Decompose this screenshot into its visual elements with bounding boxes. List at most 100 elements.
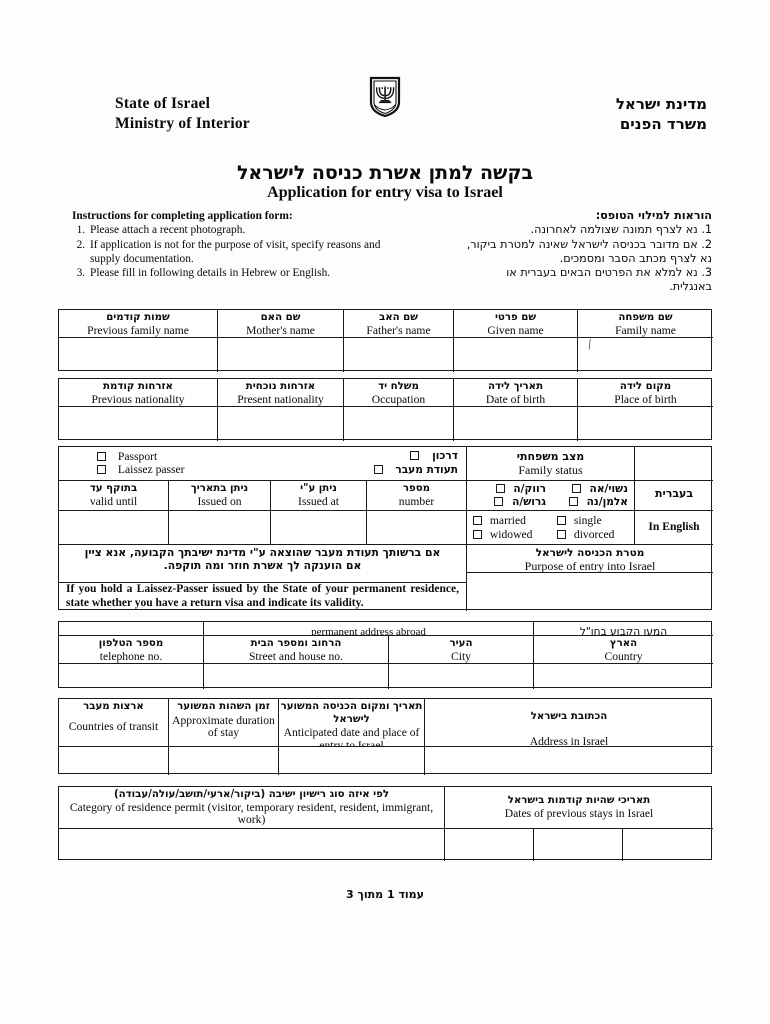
label-en: Anticipated date and place of entry to I…	[283, 726, 420, 747]
instruction-item-he: 1. נא לצרף תמונה שצולמה לאחרונה.	[530, 223, 712, 237]
status-option-married-en[interactable]: married	[473, 514, 526, 527]
place-of-birth-input[interactable]	[577, 407, 713, 441]
label-he: תאריך לידה	[487, 381, 544, 392]
doc-col-header: ניתן ע"י Issued at	[271, 481, 367, 511]
label-he: הרחוב ומספר הבית	[250, 638, 342, 649]
nationality-fields-table: אזרחות קודמת Previous nationality אזרחות…	[58, 378, 713, 441]
given-name-input[interactable]	[453, 338, 577, 372]
status-label-en: married	[489, 514, 526, 527]
occupation-input[interactable]	[343, 407, 453, 441]
status-checkbox-single-en[interactable]	[557, 516, 566, 526]
name-col-header: שמות קודמים Previous family name	[59, 310, 217, 338]
status-checkbox-married-en[interactable]	[473, 516, 482, 526]
address-abroad-banner-english: permanent address abroad	[204, 622, 534, 636]
countries-of-transit-input[interactable]	[59, 747, 169, 775]
address-col-header: מספר הטלפון telephone no.	[59, 636, 204, 664]
label-he: בתוקף עד	[89, 483, 138, 494]
previous-family-name-input[interactable]	[59, 338, 217, 372]
header-state-of-israel-en: State of Israel	[115, 95, 211, 112]
anticipated-entry-input[interactable]	[279, 747, 425, 775]
status-label-he: גרוש/ה	[512, 496, 546, 508]
family-name-input[interactable]: /	[577, 338, 713, 372]
previous-nationality-input[interactable]	[59, 407, 217, 441]
residence-category-input[interactable]	[59, 829, 445, 861]
address-col-header: הארץ Country	[534, 636, 713, 664]
date-of-birth-input[interactable]	[453, 407, 577, 441]
mothers-name-input[interactable]	[217, 338, 343, 372]
instruction-item: Please fill in following details in Hebr…	[88, 266, 402, 280]
label-en: In English	[648, 520, 700, 533]
laissez-passer-note-he: אם ברשותך תעודת מעבר שהוצאה ע"י מדינת יש…	[84, 546, 441, 573]
passport-option[interactable]: Passport	[97, 450, 157, 463]
passport-option-he[interactable]: דרכון	[410, 450, 458, 462]
street-and-house-no-input[interactable]	[204, 664, 389, 689]
previous-stay-input[interactable]	[623, 829, 713, 861]
status-option-divorced-en[interactable]: divorced	[557, 528, 614, 541]
label-he: אזרחות קודמת	[103, 381, 173, 392]
label-en: Father's name	[366, 323, 431, 337]
status-label-en: widowed	[489, 528, 533, 541]
label-he: הכתובת בישראל	[530, 711, 608, 722]
status-option-divorced-he[interactable]: גרוש/ה	[494, 496, 546, 508]
status-checkbox-divorced-en[interactable]	[557, 530, 566, 540]
status-checkbox-married-he[interactable]	[571, 484, 581, 493]
doc-col-header: בתוקף עד valid until	[59, 481, 169, 511]
israel-col-header: זמן השהות המשוער Approximate duration of…	[169, 699, 279, 747]
label-he: בעברית	[654, 487, 694, 500]
status-checkbox-single-he[interactable]	[495, 484, 505, 493]
status-option-widowed-he[interactable]: אלמן/נה	[568, 496, 628, 508]
purpose-of-entry-title: מטרת הכניסה לישראל Purpose of entry into…	[467, 545, 713, 573]
passport-label-he: דרכון	[432, 450, 458, 462]
status-checkbox-widowed-he[interactable]	[568, 497, 578, 506]
duration-of-stay-input[interactable]	[169, 747, 279, 775]
issued-at-input[interactable]	[271, 511, 367, 545]
city-input[interactable]	[389, 664, 534, 689]
passport-label: Passport	[117, 450, 158, 463]
document-number-input[interactable]	[367, 511, 467, 545]
status-checkbox-widowed-en[interactable]	[473, 530, 482, 540]
valid-until-input[interactable]	[59, 511, 169, 545]
address-abroad-banner-spacer	[59, 622, 204, 636]
label-en: Approximate duration of stay	[172, 713, 275, 740]
laissez-passer-option-he[interactable]: תעודת מעבר	[373, 464, 458, 476]
label-he: תאריכי שהיות קודמות בישראל	[507, 795, 651, 806]
status-option-married-he[interactable]: נשוי/אה	[571, 483, 628, 495]
purpose-of-entry-input[interactable]	[467, 573, 713, 611]
passport-checkbox[interactable]	[97, 452, 106, 462]
status-option-widowed-en[interactable]: widowed	[473, 528, 532, 541]
doc-col-header: מספר number	[367, 481, 467, 511]
israel-state-emblem-icon	[368, 76, 402, 118]
banner-en: permanent address abroad	[311, 626, 426, 636]
label-he: לפי איזה סוג רישיון ישיבה (ביקור/ארעי/תו…	[113, 789, 390, 800]
label-he: העיר	[449, 638, 473, 649]
name-col-header: שם משפחה Family name	[577, 310, 713, 338]
instructions-hebrew: הוראות למילוי הטופס: 1. נא לצרף תמונה שצ…	[422, 209, 712, 295]
label-he: שמות קודמים	[106, 312, 170, 323]
address-col-header: העיר City	[389, 636, 534, 664]
telephone-no-input[interactable]	[59, 664, 204, 689]
label-he: שם משפחה	[618, 312, 673, 323]
present-nationality-input[interactable]	[217, 407, 343, 441]
previous-stay-input[interactable]	[534, 829, 623, 861]
laissez-passer-note-en-area: If you hold a Laissez-Passer issued by t…	[59, 583, 467, 611]
passport-checkbox-he[interactable]	[410, 451, 420, 460]
status-option-single-en[interactable]: single	[557, 514, 602, 527]
label-en: Previous family name	[87, 323, 189, 337]
laissez-passer-checkbox-he[interactable]	[373, 465, 383, 474]
israel-entry-table: ארצות מעבר Countries of transit זמן השהו…	[58, 698, 713, 775]
fathers-name-input[interactable]	[343, 338, 453, 372]
address-in-israel-input[interactable]	[425, 747, 713, 775]
previous-stay-input[interactable]	[445, 829, 534, 861]
country-input[interactable]	[534, 664, 713, 689]
label-he: תאריך ומקום הכניסה המשוער לישראל	[280, 701, 423, 725]
status-option-single-he[interactable]: רווק/ה	[495, 483, 546, 495]
header-ministry-of-interior-he: משרד הפנים	[619, 115, 707, 133]
laissez-passer-option[interactable]: Laissez passer	[97, 463, 185, 476]
status-checkbox-divorced-he[interactable]	[494, 497, 504, 506]
issued-on-input[interactable]	[169, 511, 271, 545]
label-he: שם האב	[379, 312, 418, 323]
name-fields-table: שמות קודמים Previous family name שם האם …	[58, 309, 713, 372]
israel-col-header: הכתובת בישראל Address in Israel	[425, 699, 713, 747]
laissez-passer-checkbox[interactable]	[97, 465, 106, 475]
